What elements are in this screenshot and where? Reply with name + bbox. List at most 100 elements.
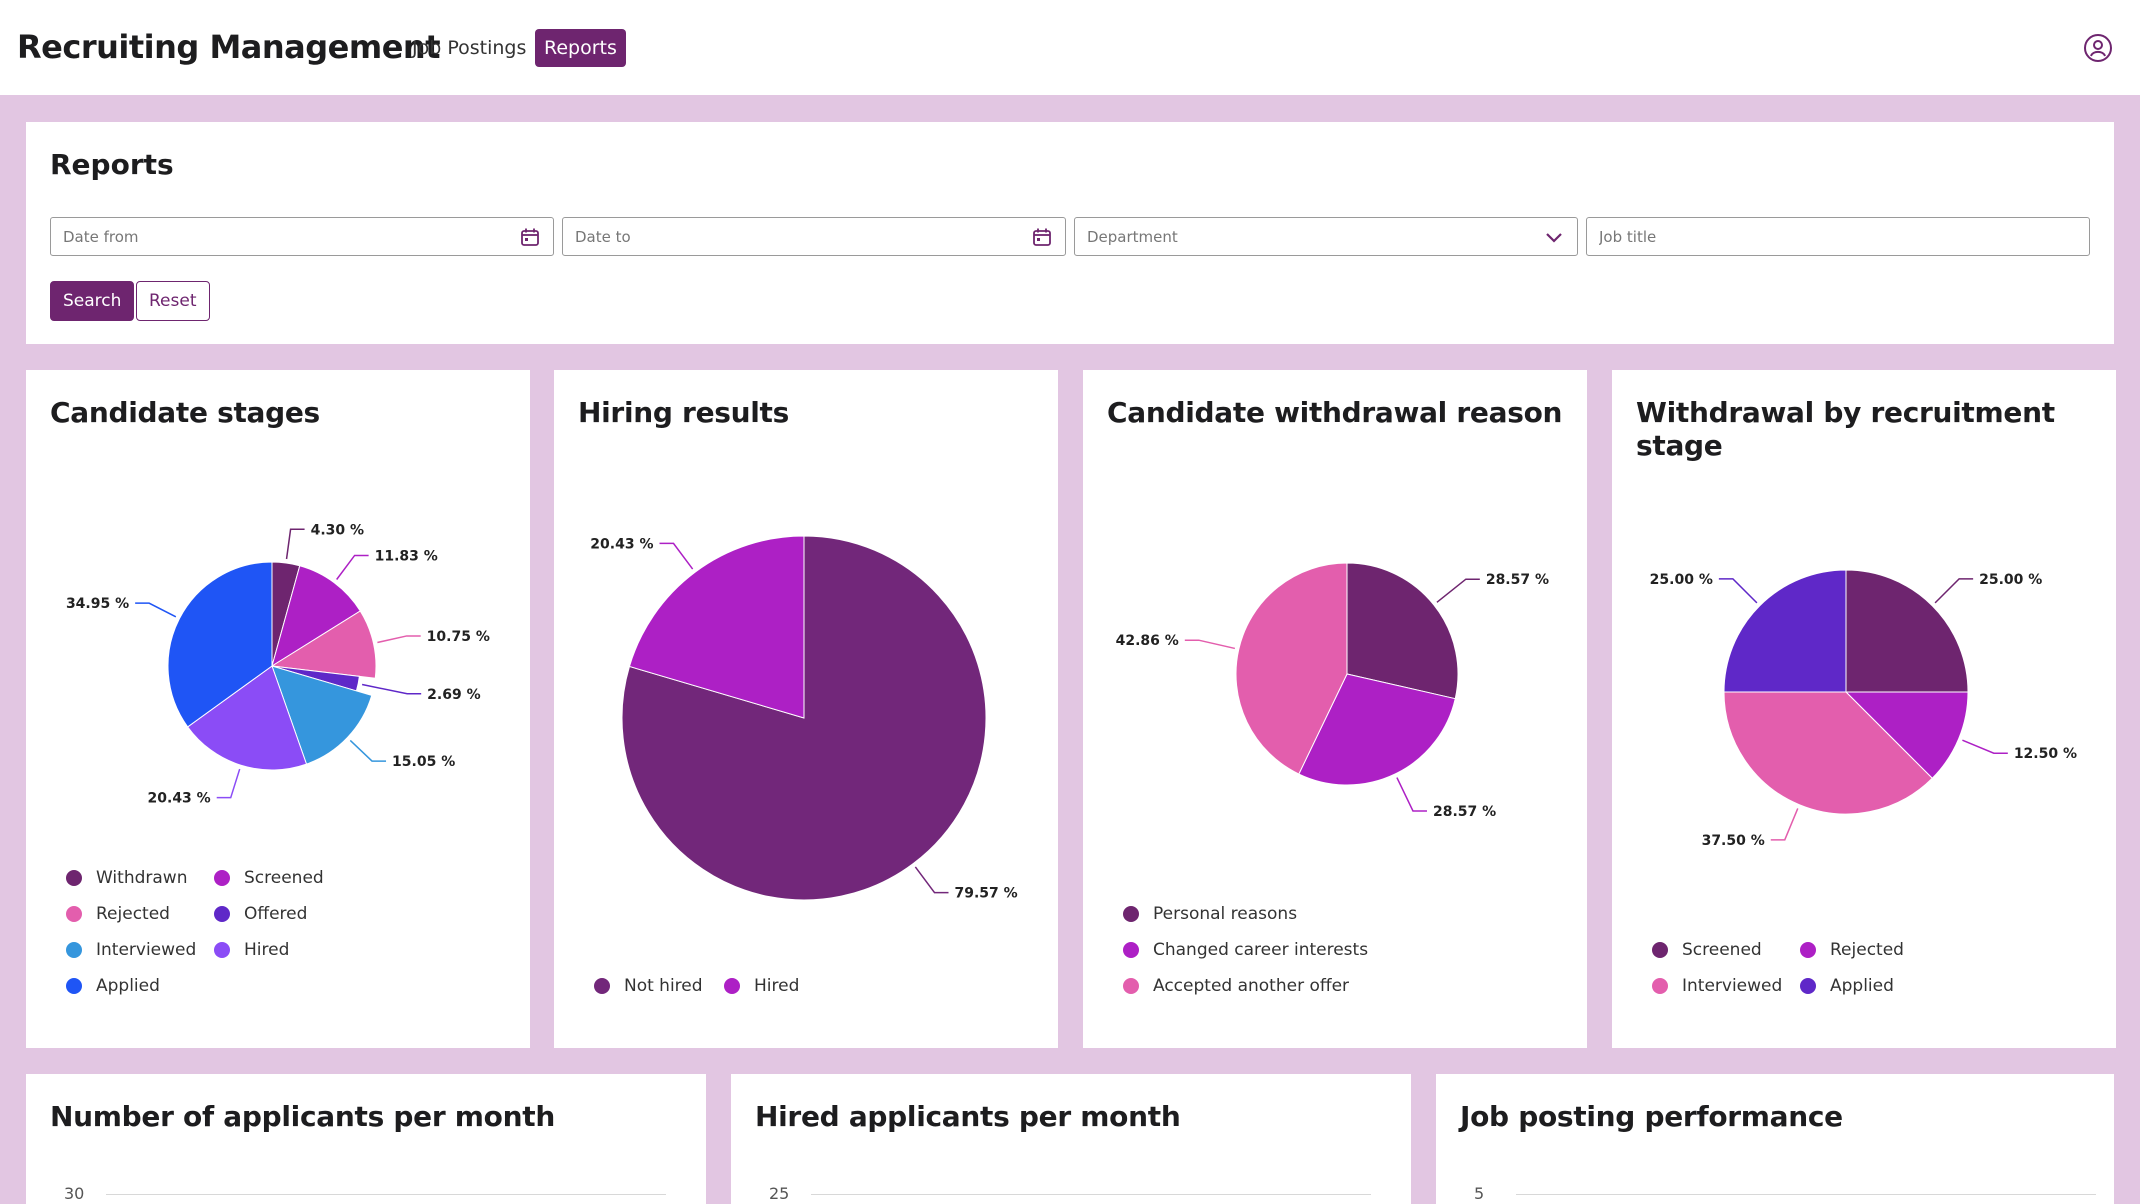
department-select[interactable] — [1074, 217, 1578, 256]
data-label: 12.50 % — [2014, 746, 2077, 762]
user-circle-icon[interactable] — [2083, 33, 2113, 63]
legend-item[interactable]: Applied — [1800, 974, 1894, 998]
date-from-input[interactable] — [51, 218, 553, 255]
data-label: 11.83 % — [375, 548, 438, 564]
reports-heading: Reports — [50, 148, 174, 181]
pie-slice-rejected[interactable] — [1844, 691, 1969, 779]
legend-item[interactable]: Rejected — [1800, 938, 1904, 962]
grid-line — [1516, 1194, 2096, 1195]
leader-line — [377, 635, 421, 644]
chevron-down-icon[interactable] — [1543, 226, 1565, 248]
pie-slice-interviewed[interactable] — [271, 665, 373, 765]
candidate-stages-card: Candidate stages 4.30 % 11.83 % 10.75 % 2.6… — [26, 370, 530, 1048]
legend-item[interactable]: Rejected — [66, 902, 170, 926]
pie-slice-personal-reasons[interactable] — [1346, 562, 1459, 700]
pie-slice-applied[interactable] — [167, 561, 273, 728]
legend-swatch — [214, 942, 230, 958]
leader-line — [1396, 777, 1427, 812]
job-title-field[interactable] — [1586, 217, 2090, 256]
data-label: 15.05 % — [392, 754, 455, 770]
job-title-input[interactable] — [1587, 218, 2089, 255]
tab-reports[interactable]: Reports — [535, 29, 626, 67]
data-label: 10.75 % — [427, 629, 490, 645]
pie-slice-screened[interactable] — [1845, 569, 1969, 693]
legend-swatch — [214, 870, 230, 886]
legend-item[interactable]: Interviewed — [1652, 974, 1782, 998]
data-label: 37.50 % — [1702, 833, 1765, 849]
leader-line — [1934, 578, 1974, 604]
top-navigation-bar: Recruiting Management Job Postings Repor… — [0, 0, 2140, 95]
legend-item[interactable]: Accepted another offer — [1123, 974, 1349, 998]
department-input[interactable] — [1075, 218, 1577, 255]
legend-swatch — [1123, 942, 1139, 958]
chart-title: Withdrawal by recruitment stage — [1636, 396, 2055, 462]
pie-slice-screened[interactable] — [271, 565, 361, 668]
leader-line — [1718, 578, 1758, 604]
chart-title: Candidate stages — [50, 396, 320, 429]
legend-item[interactable]: Changed career interests — [1123, 938, 1368, 962]
withdrawal-reason-pie-chart: 28.57 % 28.57 % 42.86 % — [1116, 562, 1549, 820]
legend-item[interactable]: Not hired — [594, 974, 703, 998]
legend-swatch — [594, 978, 610, 994]
legend-item[interactable]: Withdrawn — [66, 866, 187, 890]
leader-line — [1770, 808, 1799, 841]
leader-line — [1184, 639, 1236, 650]
date-to-input[interactable] — [563, 218, 1065, 255]
chart-title: Hired applicants per month — [755, 1100, 1181, 1133]
legend-item[interactable]: Offered — [214, 902, 307, 926]
pie-slice-hired[interactable] — [186, 665, 308, 771]
search-button[interactable]: Search — [50, 281, 135, 321]
date-to-field[interactable] — [562, 217, 1066, 256]
leader-line — [135, 602, 177, 618]
data-label: 28.57 % — [1486, 572, 1549, 588]
y-axis-tick: 25 — [769, 1184, 790, 1203]
pie-slice-changed-career-interests[interactable] — [1298, 673, 1456, 786]
applicants-per-month-card: Number of applicants per month 30 — [26, 1074, 706, 1204]
leader-line — [285, 528, 305, 560]
app-title: Recruiting Management — [17, 28, 440, 66]
legend-item[interactable]: Screened — [1652, 938, 1762, 962]
legend-item[interactable]: Screened — [214, 866, 324, 890]
leader-line — [349, 739, 387, 762]
pie-slice-hired[interactable] — [628, 535, 805, 719]
chart-title: Job posting performance — [1460, 1100, 1843, 1133]
calendar-icon[interactable] — [1031, 226, 1053, 248]
legend-swatch — [1652, 942, 1668, 958]
pie-slice-accepted-another-offer[interactable] — [1235, 562, 1348, 775]
legend-swatch — [66, 870, 82, 886]
data-label: 28.57 % — [1433, 804, 1496, 820]
legend-swatch — [66, 978, 82, 994]
leader-line — [336, 554, 369, 580]
reset-button[interactable]: Reset — [136, 281, 210, 321]
calendar-icon[interactable] — [519, 226, 541, 248]
grid-line — [811, 1194, 1371, 1195]
data-label: 4.30 % — [311, 522, 364, 538]
legend-item[interactable]: Interviewed — [66, 938, 196, 962]
legend-swatch — [66, 906, 82, 922]
legend-item[interactable]: Applied — [66, 974, 160, 998]
legend-swatch — [1123, 978, 1139, 994]
date-from-field[interactable] — [50, 217, 554, 256]
report-filters-panel: Reports Search Reset — [26, 122, 2114, 344]
legend-item[interactable]: Hired — [214, 938, 289, 962]
data-label: 20.43 % — [148, 791, 211, 807]
legend-item[interactable]: Personal reasons — [1123, 902, 1297, 926]
chart-title: Hiring results — [578, 396, 790, 429]
data-label: 25.00 % — [1650, 572, 1713, 588]
legend-swatch — [1123, 906, 1139, 922]
legend-item[interactable]: Hired — [724, 974, 799, 998]
tab-job-postings[interactable]: Job Postings — [412, 37, 527, 59]
legend-swatch — [1652, 978, 1668, 994]
grid-line — [106, 1194, 666, 1195]
y-axis-tick: 30 — [64, 1184, 85, 1203]
leader-line — [1436, 578, 1480, 603]
legend-swatch — [66, 942, 82, 958]
job-posting-performance-card: Job posting performance 5 — [1436, 1074, 2114, 1204]
pie-slice-rejected[interactable] — [270, 610, 377, 679]
chart-title: Number of applicants per month — [50, 1100, 555, 1133]
leader-line — [1962, 739, 2008, 754]
pie-slice-applied[interactable] — [1723, 569, 1847, 693]
pie-slice-interviewed[interactable] — [1723, 691, 1933, 815]
leader-line — [659, 542, 694, 570]
chart-title: Candidate withdrawal reason — [1107, 396, 1563, 429]
